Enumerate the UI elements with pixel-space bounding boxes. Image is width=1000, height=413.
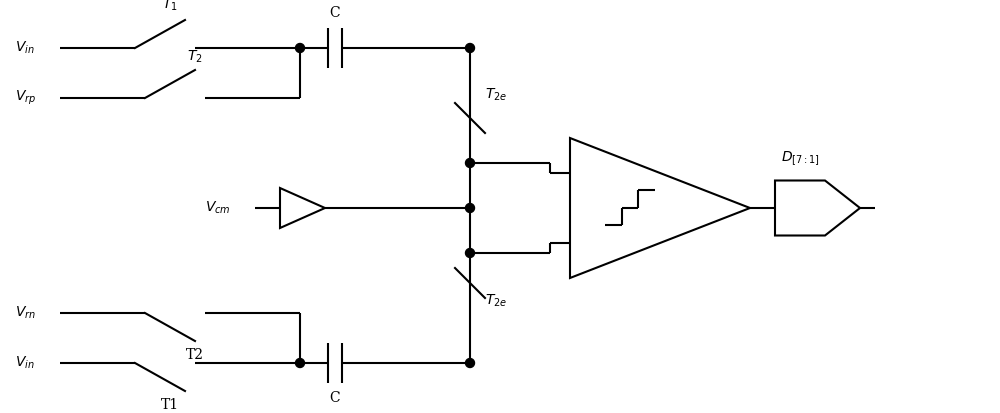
Text: $D_{[7:1]}$: $D_{[7:1]}$ — [781, 150, 819, 169]
Text: $T_{2e}$: $T_{2e}$ — [485, 293, 507, 309]
Text: $T_1$: $T_1$ — [162, 0, 178, 13]
Circle shape — [466, 249, 475, 257]
Circle shape — [466, 358, 475, 368]
Text: C: C — [330, 391, 340, 405]
Circle shape — [296, 43, 304, 52]
Text: T1: T1 — [161, 398, 179, 412]
Text: $T_2$: $T_2$ — [187, 49, 203, 65]
Text: C: C — [330, 6, 340, 20]
Circle shape — [466, 204, 475, 213]
Text: $T_{2e}$: $T_{2e}$ — [485, 87, 507, 103]
Text: $V_{in}$: $V_{in}$ — [15, 355, 35, 371]
Circle shape — [466, 159, 475, 168]
Text: $V_{rn}$: $V_{rn}$ — [15, 305, 36, 321]
Circle shape — [296, 358, 304, 368]
Text: $V_{cm}$: $V_{cm}$ — [205, 200, 231, 216]
Circle shape — [466, 43, 475, 52]
Text: $V_{rp}$: $V_{rp}$ — [15, 89, 36, 107]
Text: $V_{in}$: $V_{in}$ — [15, 40, 35, 56]
Text: T2: T2 — [186, 348, 204, 362]
